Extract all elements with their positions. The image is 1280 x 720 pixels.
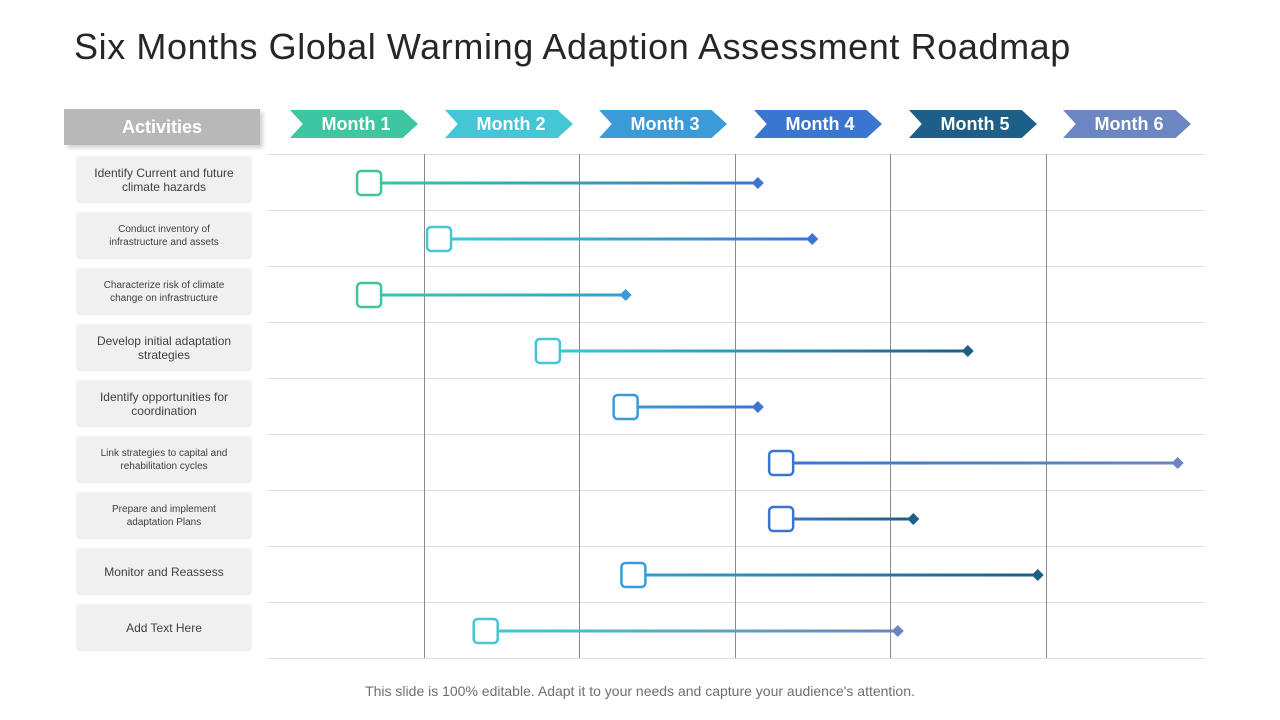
- activity-7: Prepare and implement adaptation Plans: [76, 492, 252, 539]
- footer-note: This slide is 100% editable. Adapt it to…: [365, 683, 915, 699]
- activity-4: Develop initial adaptation strategies: [76, 324, 252, 371]
- month-4-chevron: Month 4: [754, 110, 882, 138]
- task-start-marker-5: [612, 393, 639, 421]
- activity-6: Link strategies to capital and rehabilit…: [76, 436, 252, 483]
- task-end-diamond-5: [751, 401, 764, 413]
- activity-8: Monitor and Reassess: [76, 548, 252, 595]
- task-end-diamond-8: [1031, 569, 1044, 581]
- page-title: Six Months Global Warming Adaption Asses…: [74, 26, 1071, 67]
- month-3-chevron: Month 3: [599, 110, 727, 138]
- task-start-marker-2: [425, 225, 453, 253]
- task-start-marker-1: [355, 169, 383, 197]
- task-end-diamond-1: [751, 177, 764, 189]
- activity-5: Identify opportunities for coordination: [76, 380, 252, 427]
- task-end-diamond-2: [806, 233, 819, 245]
- month-5-chevron: Month 5: [909, 110, 1037, 138]
- activities-header: Activities: [64, 109, 260, 145]
- task-start-marker-6: [767, 449, 795, 477]
- activity-3: Characterize risk of climate change on i…: [76, 268, 252, 315]
- month-1-chevron: Month 1: [290, 110, 418, 138]
- task-end-diamond-3: [619, 289, 632, 301]
- task-start-marker-3: [355, 281, 383, 309]
- task-start-marker-4: [534, 337, 562, 365]
- activity-1: Identify Current and future climate haza…: [76, 156, 252, 203]
- month-6-chevron: Month 6: [1063, 110, 1191, 138]
- task-start-marker-7: [767, 505, 795, 533]
- task-end-diamond-6: [1171, 457, 1184, 469]
- task-end-diamond-9: [891, 625, 904, 637]
- task-end-diamond-4: [961, 345, 974, 357]
- task-end-diamond-7: [907, 513, 920, 525]
- activity-2: Conduct inventory of infrastructure and …: [76, 212, 252, 259]
- task-bars: [355, 169, 1184, 645]
- task-start-marker-9: [472, 617, 499, 645]
- task-start-marker-8: [620, 561, 647, 589]
- month-2-chevron: Month 2: [445, 110, 573, 138]
- activity-9: Add Text Here: [76, 604, 252, 651]
